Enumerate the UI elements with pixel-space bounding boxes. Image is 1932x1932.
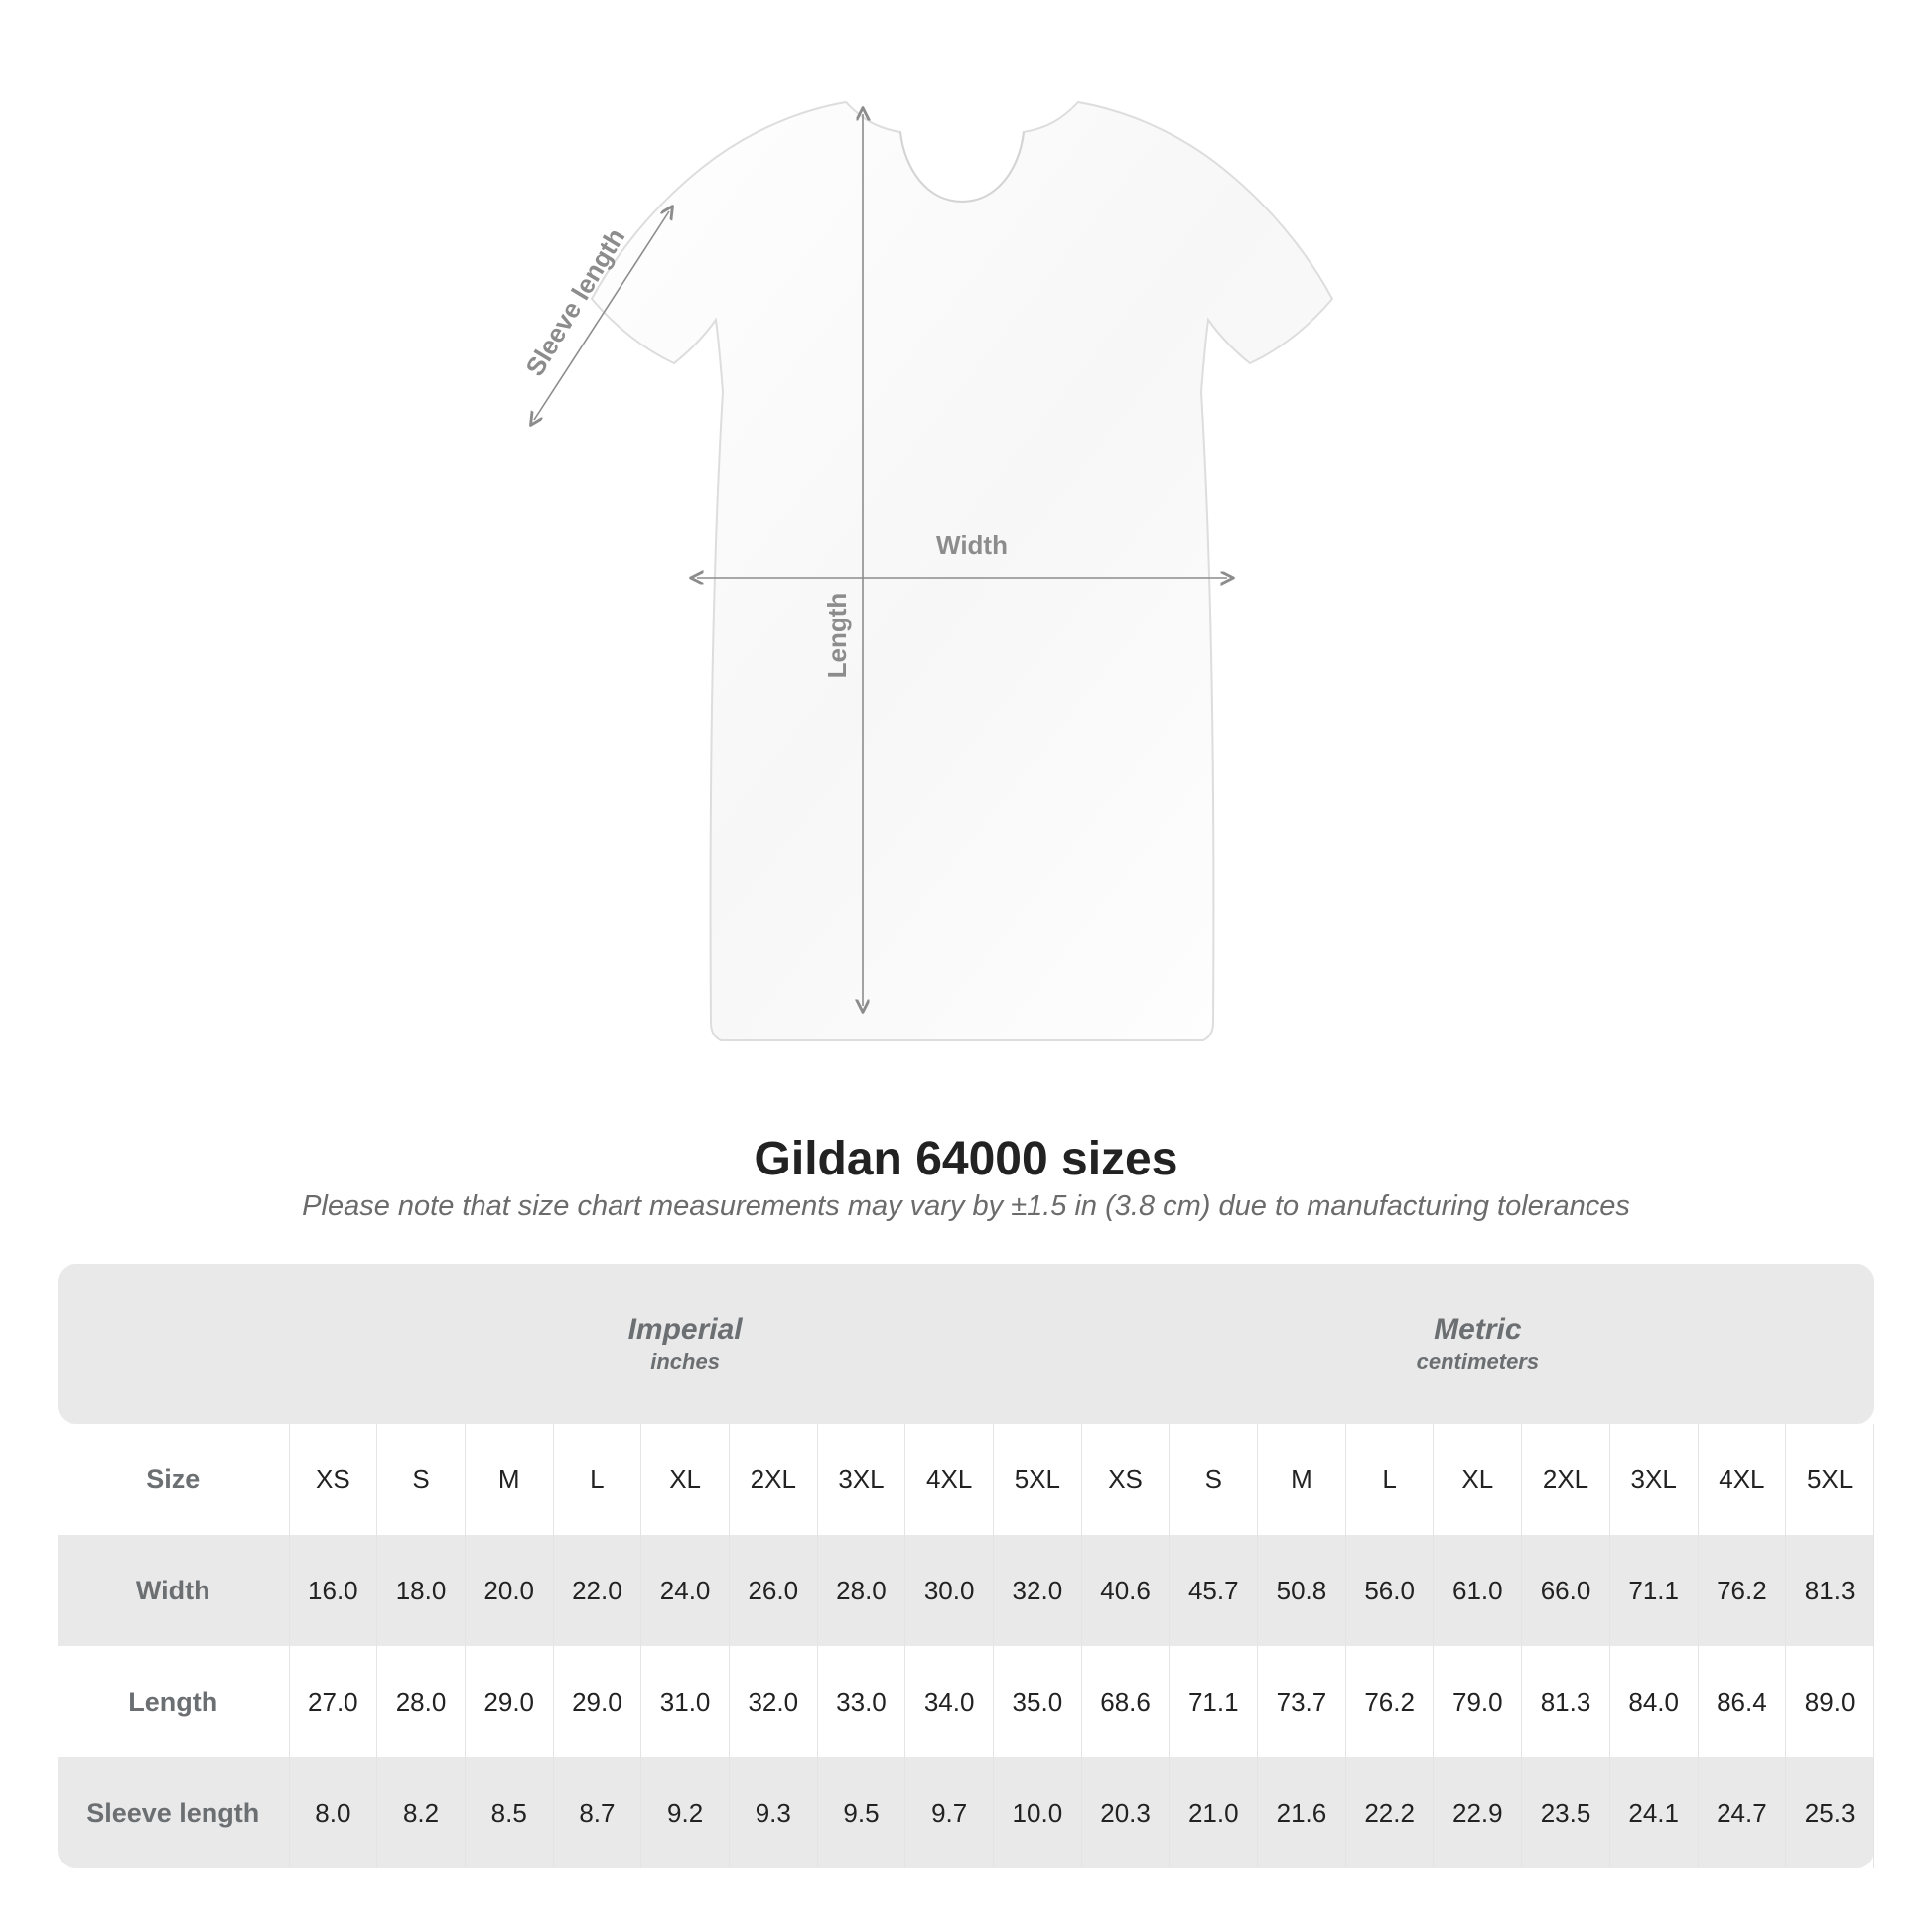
svg-text:Width: Width — [936, 530, 1008, 560]
svg-text:Length: Length — [822, 593, 852, 679]
